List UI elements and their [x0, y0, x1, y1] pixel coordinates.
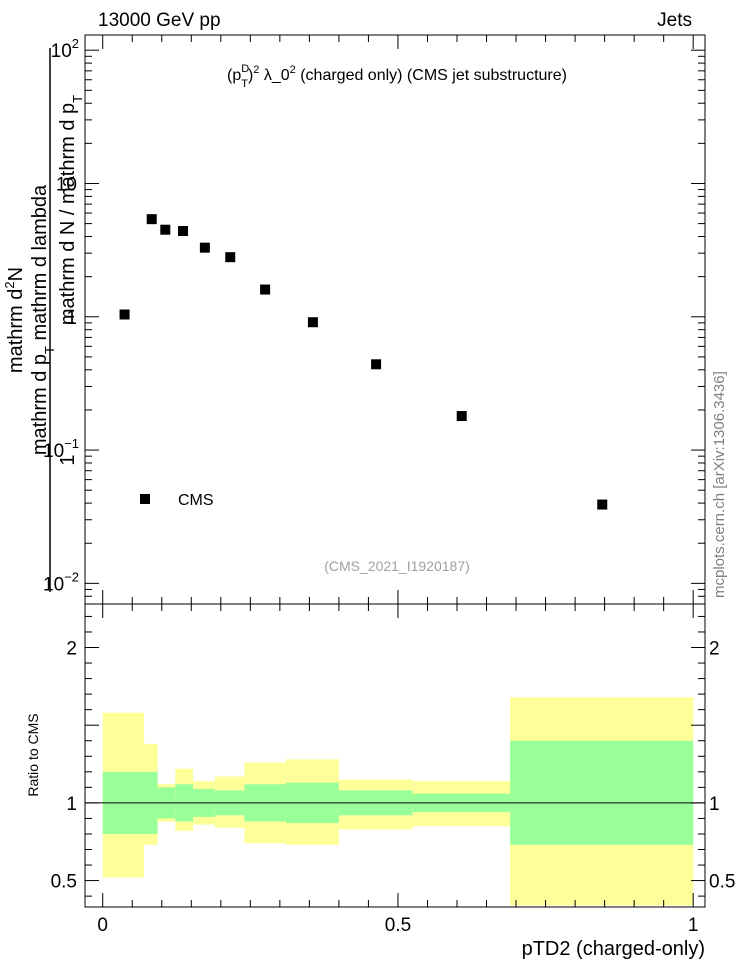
ratio-y-axis-label: Ratio to CMS	[25, 713, 41, 796]
data-point-cms	[146, 214, 157, 225]
main-y-tick-label: 10−2	[43, 569, 79, 595]
x-tick-label: 0	[97, 915, 108, 936]
data-point-cms	[456, 411, 467, 422]
legend-marker-cms	[140, 494, 150, 504]
x-tick-label: 1	[688, 915, 699, 936]
data-point-cms	[178, 226, 189, 237]
data-point-cms	[260, 284, 271, 295]
plot-title: (pD T)2 λ_02 (charged only) (CMS jet subs…	[227, 63, 567, 90]
data-point-cms	[371, 359, 382, 370]
data-points	[119, 214, 608, 510]
side-label: mcplots.cern.ch [arXiv:1306.3436]	[711, 371, 728, 598]
data-point-cms	[160, 224, 171, 235]
ratio-plot-frame	[84, 603, 706, 908]
ratio-y-tick-label-right: 0.5	[709, 872, 735, 893]
data-point-cms	[199, 242, 210, 253]
data-point-cms	[597, 499, 608, 510]
main-y-tick-label: 102	[51, 36, 79, 62]
header-right: Jets	[657, 10, 692, 31]
ratio-y-tick-label: 1	[66, 794, 77, 815]
main-y-tick-label: 10	[56, 174, 77, 195]
x-tick-label: 0.5	[385, 915, 411, 936]
analysis-watermark: (CMS_2021_I1920187)	[324, 558, 470, 574]
inner-band-bin-10	[510, 740, 694, 845]
svg-text:mathrm d pT mathrm d lambda: mathrm d pT mathrm d lambda	[29, 184, 57, 455]
data-point-cms	[225, 252, 236, 263]
svg-text:1: 1	[57, 454, 79, 465]
main-plot-frame	[84, 34, 706, 605]
main-y-axis-label: mathrm d2N mathrm d pT mathrm d lambda 1…	[2, 48, 85, 592]
svg-text:mathrm d N / mathrm d pT: mathrm d N / mathrm d pT	[57, 95, 85, 325]
legend-label-cms: CMS	[178, 492, 214, 509]
x-axis-label: pTD2 (charged-only)	[522, 938, 705, 960]
main-y-tick-label: 10−1	[43, 436, 79, 462]
ratio-bands	[85, 697, 705, 906]
header-left: 13000 GeV pp	[98, 10, 221, 31]
data-point-cms	[307, 317, 318, 328]
ratio-y-tick-label-right: 1	[709, 794, 720, 815]
main-y-tick-label: 1	[66, 308, 77, 329]
ratio-y-tick-label: 2	[66, 639, 77, 660]
data-point-cms	[119, 309, 130, 320]
svg-text:mathrm d2N: mathrm d2N	[2, 267, 27, 373]
ratio-y-tick-label: 0.5	[51, 872, 77, 893]
ratio-y-tick-label-right: 2	[709, 639, 720, 660]
